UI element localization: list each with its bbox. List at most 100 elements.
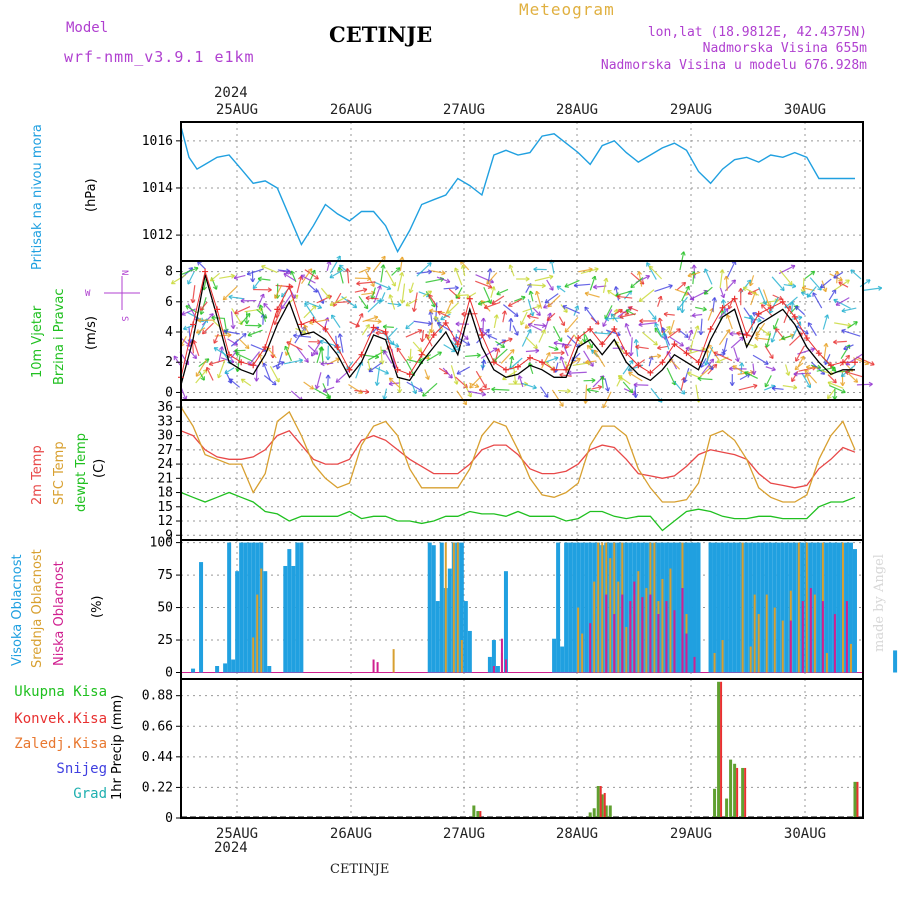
cloud-high-bar bbox=[600, 545, 605, 673]
wind-arrow bbox=[827, 374, 837, 384]
wind-arrowhead bbox=[425, 354, 430, 360]
wind-arrow bbox=[277, 269, 290, 272]
wind-arrowhead bbox=[192, 339, 197, 345]
wind-arrow bbox=[693, 264, 696, 279]
wind-arrowhead bbox=[701, 347, 706, 353]
wind-arrow bbox=[623, 290, 632, 300]
wind-arrow bbox=[548, 345, 559, 351]
wind-arrowhead bbox=[301, 329, 307, 335]
wind-gust-marker bbox=[418, 351, 425, 358]
wind-arrowhead bbox=[553, 340, 558, 346]
wind-arrowhead bbox=[487, 284, 493, 289]
wind-arrow bbox=[689, 290, 708, 301]
wind-arrow bbox=[796, 325, 809, 335]
wind-arrow bbox=[828, 289, 837, 301]
wind-arrowhead bbox=[704, 349, 710, 354]
wind-arrow bbox=[840, 364, 856, 377]
wind-arrowhead bbox=[388, 377, 394, 383]
wind-arrowhead bbox=[868, 381, 873, 387]
wind-arrowhead bbox=[599, 376, 606, 381]
wind-arrow bbox=[554, 362, 559, 373]
cloud-mid-bar bbox=[593, 581, 596, 673]
wind-arrow bbox=[739, 373, 751, 381]
wind-arrow bbox=[219, 275, 235, 279]
wind-arrowhead bbox=[834, 270, 840, 275]
cloud-high-bar bbox=[848, 542, 853, 673]
wind-arrow bbox=[388, 377, 401, 389]
wind-arrow bbox=[806, 286, 817, 298]
wind-arrowhead bbox=[261, 264, 266, 270]
cloud-high-bar bbox=[804, 542, 809, 673]
wind-arrowhead bbox=[365, 389, 370, 395]
wind-arrowhead bbox=[526, 313, 532, 319]
wind-arrow bbox=[230, 333, 247, 347]
wind-arrow bbox=[191, 285, 196, 303]
wind-arrow bbox=[764, 375, 772, 388]
wind-gust-marker bbox=[226, 351, 233, 358]
wind-arrowhead bbox=[374, 326, 380, 332]
wind-arrowhead bbox=[841, 328, 846, 334]
wind-arrowhead bbox=[628, 351, 634, 357]
wind-arrow bbox=[173, 355, 181, 366]
wind-arrow bbox=[856, 383, 873, 386]
wind-arrowhead bbox=[485, 328, 490, 334]
wind-arrow bbox=[300, 268, 313, 285]
wind-arrowhead bbox=[527, 328, 532, 334]
wind-arrowhead bbox=[184, 360, 190, 366]
wind-arrowhead bbox=[489, 278, 495, 284]
wind-arrow bbox=[782, 385, 797, 389]
wind-arrowhead bbox=[329, 301, 335, 307]
cloud-high-bar bbox=[756, 542, 761, 673]
wind-arrowhead bbox=[742, 286, 748, 292]
wind-arrowhead bbox=[765, 331, 771, 336]
wind-gust-marker bbox=[322, 325, 329, 332]
cloud-high-bar bbox=[459, 542, 464, 673]
wind-arrowhead bbox=[431, 302, 436, 308]
wind-arrow bbox=[791, 321, 801, 340]
wind-gust-marker bbox=[743, 332, 750, 339]
wind-arrowhead bbox=[752, 291, 757, 296]
wind-gust-marker bbox=[551, 366, 558, 373]
wind-arrowhead bbox=[274, 313, 280, 318]
wind-arrowhead bbox=[744, 371, 749, 376]
wind-arrowhead bbox=[549, 366, 555, 372]
cloud-low-bar bbox=[693, 656, 696, 673]
cloud-high-bar bbox=[295, 542, 300, 673]
wind-gust-line bbox=[180, 269, 855, 378]
wind-gust-marker bbox=[707, 325, 714, 332]
wind-arrow bbox=[688, 329, 693, 341]
wind-arrow bbox=[775, 328, 785, 340]
wind-arrow bbox=[285, 337, 292, 356]
cloud-high-bar bbox=[676, 542, 681, 673]
wind-arrowhead bbox=[228, 378, 234, 383]
wind-arrowhead bbox=[691, 271, 697, 276]
panel-frame bbox=[180, 121, 864, 262]
wind-arrowhead bbox=[698, 330, 704, 336]
wind-arrow bbox=[703, 286, 713, 295]
wind-arrowhead bbox=[817, 286, 822, 291]
wind-arrow bbox=[338, 267, 344, 284]
wind-arrow bbox=[331, 314, 341, 328]
wind-arrow bbox=[320, 362, 334, 365]
wind-gust-marker bbox=[527, 354, 534, 361]
wind-arrowhead bbox=[536, 311, 541, 316]
wind-arrowhead bbox=[604, 314, 609, 320]
cloud-high-bar bbox=[820, 542, 825, 673]
wind-arrowhead bbox=[303, 324, 309, 330]
wind-arrow bbox=[223, 330, 240, 335]
wind-arrow bbox=[540, 352, 551, 369]
wind-arrowhead bbox=[684, 290, 690, 296]
wind-arrow bbox=[354, 288, 368, 293]
wind-arrowhead bbox=[338, 264, 344, 270]
wind-arrow bbox=[391, 348, 396, 369]
wind-arrowhead bbox=[441, 270, 446, 276]
cloud-high-bar bbox=[840, 542, 845, 673]
y-tick-label: 0 bbox=[165, 385, 173, 400]
wind-arrow bbox=[772, 294, 783, 300]
wind-arrow bbox=[368, 349, 386, 361]
wind-arrow bbox=[335, 335, 338, 349]
wind-arrow bbox=[383, 350, 393, 364]
wind-arrowhead bbox=[284, 351, 290, 356]
cloud-mid-bar bbox=[613, 542, 616, 673]
wind-arrowhead bbox=[366, 266, 371, 272]
